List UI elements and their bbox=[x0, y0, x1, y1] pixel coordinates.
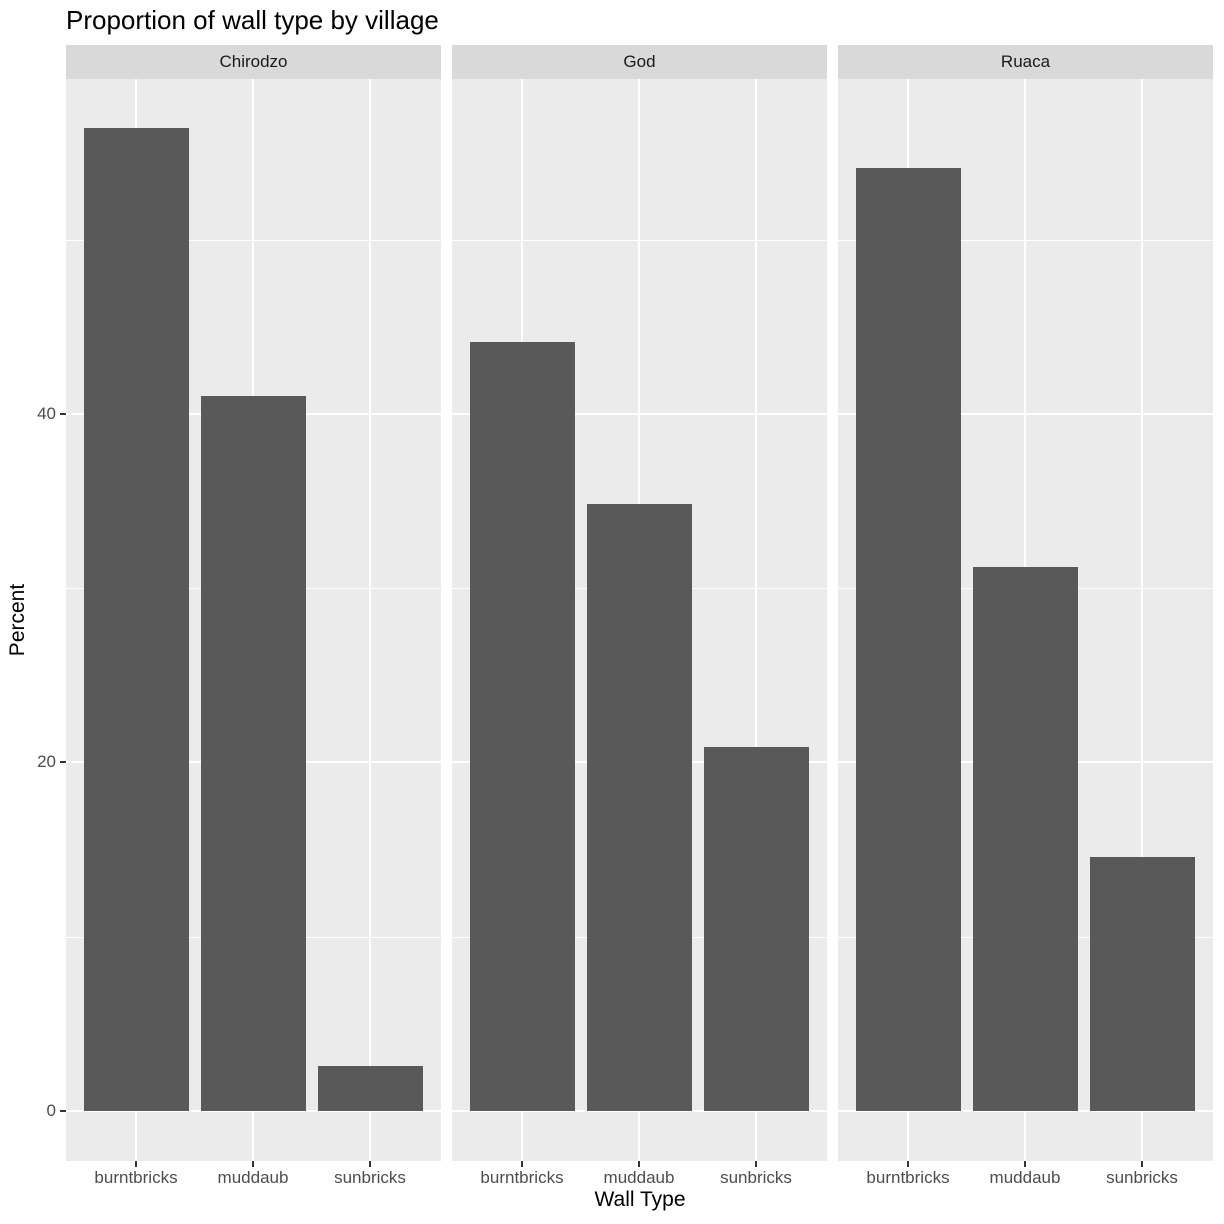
x-tick-mark bbox=[521, 1161, 523, 1167]
chart-title: Proportion of wall type by village bbox=[66, 5, 439, 35]
x-tick-mark bbox=[252, 1161, 254, 1167]
bar-burntbricks bbox=[84, 127, 189, 1111]
bar-burntbricks bbox=[470, 342, 575, 1111]
bar-muddaub bbox=[587, 504, 692, 1111]
x-tick-label: sunbricks bbox=[1106, 1168, 1178, 1187]
plot-area bbox=[838, 79, 1213, 1161]
x-tick-mark bbox=[1141, 1161, 1143, 1167]
x-tick-mark bbox=[1024, 1161, 1026, 1167]
bar-muddaub bbox=[973, 567, 1078, 1111]
x-tick-mark bbox=[369, 1161, 371, 1167]
y-tick-label: 20 bbox=[37, 752, 56, 772]
x-tick-label: muddaub bbox=[603, 1168, 675, 1187]
x-tick-mark bbox=[907, 1161, 909, 1167]
x-tick-label: muddaub bbox=[989, 1168, 1061, 1187]
facet-panel-ruaca: Ruaca bbox=[838, 45, 1213, 1161]
x-axis-title: Wall Type bbox=[594, 1188, 686, 1211]
vertical-gridline bbox=[755, 79, 757, 1161]
bar-burntbricks bbox=[856, 168, 961, 1111]
y-tick-mark bbox=[60, 1110, 66, 1112]
x-tick-mark bbox=[638, 1161, 640, 1167]
bar-sunbricks bbox=[1090, 856, 1195, 1111]
bar-sunbricks bbox=[318, 1065, 423, 1111]
y-tick-mark bbox=[60, 412, 66, 415]
bar-sunbricks bbox=[704, 746, 809, 1111]
plot-area bbox=[66, 79, 441, 1161]
x-tick-mark bbox=[755, 1161, 757, 1167]
facet-strip-label: God bbox=[452, 45, 827, 79]
vertical-gridline bbox=[1141, 79, 1143, 1161]
x-tick-label: sunbricks bbox=[720, 1168, 792, 1187]
y-tick-label: 0 bbox=[46, 1101, 56, 1120]
x-tick-label: burntbricks bbox=[94, 1168, 178, 1187]
facet-panel-god: God bbox=[452, 45, 827, 1161]
facet-strip-label: Chirodzo bbox=[66, 45, 441, 79]
plot-area bbox=[452, 79, 827, 1161]
y-axis-title: Percent bbox=[6, 583, 29, 657]
bar-muddaub bbox=[201, 396, 306, 1111]
x-tick-label: burntbricks bbox=[866, 1168, 950, 1187]
x-tick-mark bbox=[135, 1161, 137, 1167]
x-tick-label: muddaub bbox=[217, 1168, 289, 1187]
vertical-gridline bbox=[369, 79, 371, 1161]
x-tick-label: sunbricks bbox=[334, 1168, 406, 1187]
x-tick-label: burntbricks bbox=[480, 1168, 564, 1187]
y-tick-mark bbox=[60, 761, 66, 764]
facet-strip-label: Ruaca bbox=[838, 45, 1213, 79]
facet-panel-chirodzo: Chirodzo bbox=[66, 45, 441, 1161]
y-tick-label: 40 bbox=[37, 403, 56, 423]
